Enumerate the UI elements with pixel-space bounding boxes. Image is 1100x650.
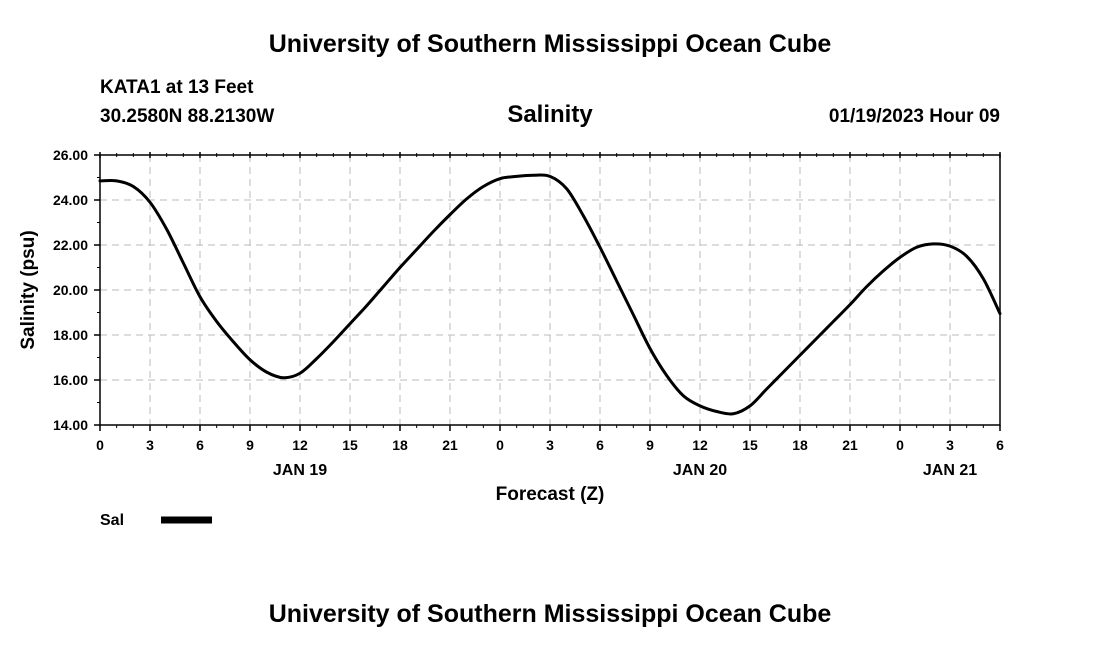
x-tick-label: 0 (96, 437, 104, 453)
day-label: JAN 20 (673, 462, 727, 479)
day-label: JAN 19 (273, 462, 327, 479)
x-tick-label: 18 (392, 437, 408, 453)
x-tick-label: 12 (292, 437, 308, 453)
station-label: KATA1 at 13 Feet (100, 77, 254, 98)
plot-frame (99, 154, 1001, 426)
x-tick-label: 21 (842, 437, 858, 453)
page-title: University of Southern Mississippi Ocean… (268, 30, 832, 58)
x-tick-label: 15 (742, 437, 758, 453)
y-tick-label: 14.00 (53, 417, 88, 433)
y-tick-label: 24.00 (53, 192, 88, 208)
grid (100, 155, 1000, 425)
x-tick-label: 6 (596, 437, 604, 453)
legend: Sal (100, 512, 212, 529)
day-label: JAN 21 (923, 462, 977, 479)
legend-label: Sal (100, 512, 124, 529)
y-axis-title: Salinity (psu) (18, 230, 39, 349)
chart-title: Salinity (507, 101, 593, 128)
forecast-timestamp: 01/19/2023 Hour 09 (828, 106, 1000, 127)
x-tick-label: 18 (792, 437, 808, 453)
x-tick-label: 6 (996, 437, 1004, 453)
station-coords: 30.2580N 88.2130W (100, 106, 275, 127)
x-tick-label: 3 (946, 437, 954, 453)
x-tick-label: 6 (196, 437, 204, 453)
y-tick-label: 18.00 (53, 327, 88, 343)
y-tick-label: 22.00 (53, 237, 88, 253)
y-tick-label: 16.00 (53, 372, 88, 388)
footer-title: University of Southern Mississippi Ocean… (268, 600, 832, 628)
x-tick-label: 3 (546, 437, 554, 453)
x-tick-label: 15 (342, 437, 358, 453)
x-tick-label: 3 (146, 437, 154, 453)
x-tick-label: 9 (646, 437, 654, 453)
x-tick-label: 21 (442, 437, 458, 453)
series-line-sal (98, 173, 1002, 416)
x-tick-label: 0 (496, 437, 504, 453)
axis-ticks (94, 152, 1001, 431)
y-tick-label: 26.00 (53, 147, 88, 163)
series-layer (98, 173, 1002, 416)
x-tick-label: 12 (692, 437, 708, 453)
x-tick-label: 9 (246, 437, 254, 453)
x-axis-title: Forecast (Z) (496, 484, 605, 505)
x-tick-label: 0 (896, 437, 904, 453)
axis-labels: 14.00 16.00 18.00 20.00 22.00 24.00 26.00 0 3 6 9 1… (53, 147, 1004, 479)
y-tick-label: 20.00 (53, 282, 88, 298)
